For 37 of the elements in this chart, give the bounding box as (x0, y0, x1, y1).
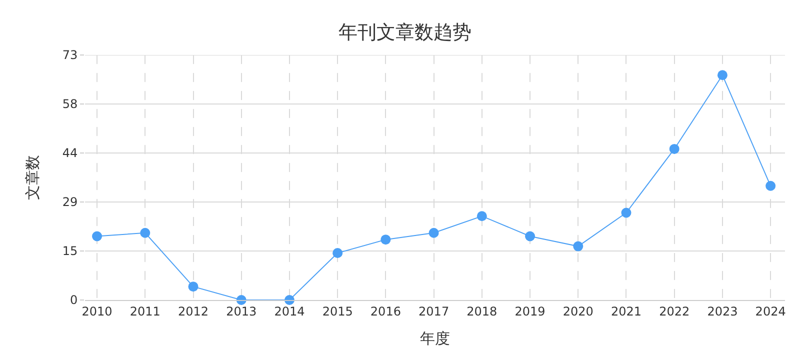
y-tick-label: 29 (62, 195, 78, 210)
x-tick-label: 2020 (562, 304, 594, 318)
point (766, 180, 776, 191)
x-tick-label: 2014 (274, 304, 305, 318)
x-axis-title: 年度 (420, 329, 450, 348)
y-tick-label: 0 (70, 293, 78, 308)
y-tick-label: 44 (62, 146, 78, 160)
point (428, 228, 439, 238)
point (188, 282, 198, 292)
point (525, 231, 536, 242)
y-tick-label: 58 (62, 97, 78, 112)
x-tick-label: 2019 (514, 304, 546, 318)
y-tick-label: 73 (62, 48, 78, 62)
chart-title: 年刊文章数趋势 (338, 22, 472, 44)
point (476, 211, 487, 222)
point (669, 144, 680, 154)
point (92, 231, 102, 242)
x-tick-label: 2015 (322, 304, 353, 318)
x-tick-label: 2018 (466, 304, 498, 318)
y-axis-title: 文章数 (24, 155, 42, 200)
x-tick-label: 2023 (707, 304, 738, 318)
x-tick-label: 2013 (226, 304, 257, 318)
x-tick-label: 2024 (755, 304, 786, 318)
x-tick-label: 2012 (178, 304, 209, 318)
point (621, 208, 632, 218)
x-tick-label: 2022 (659, 304, 690, 318)
x-tick-label: 2016 (370, 304, 401, 318)
y-tick-label: 15 (62, 244, 78, 258)
x-tick-label: 2021 (610, 304, 642, 318)
x-tick-label: 2011 (130, 304, 160, 318)
point (140, 228, 150, 238)
point (717, 70, 728, 80)
x-tick-label: 2010 (82, 304, 112, 318)
x-tick-label: 2017 (418, 304, 450, 318)
point (573, 241, 584, 252)
point (380, 234, 391, 245)
point (332, 248, 343, 258)
